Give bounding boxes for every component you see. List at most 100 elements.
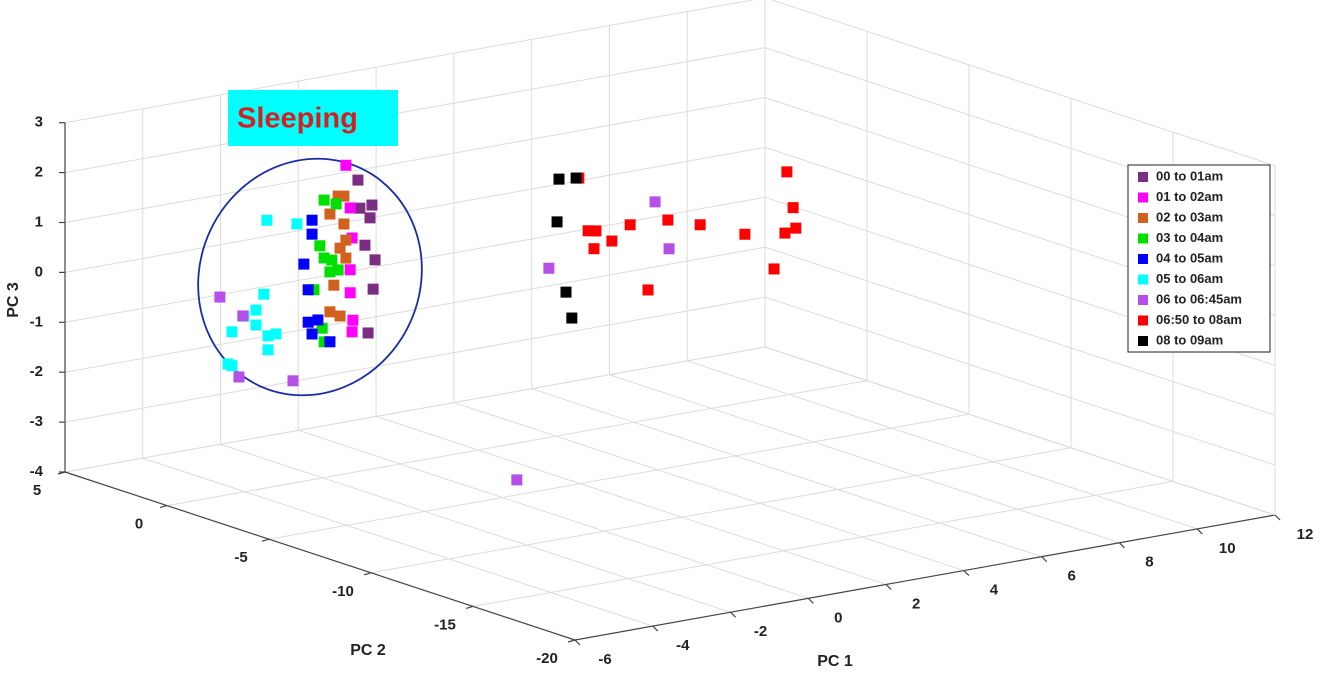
x-tick-label: 4 xyxy=(990,582,999,599)
point xyxy=(590,225,602,237)
point xyxy=(318,194,330,206)
point xyxy=(306,328,318,340)
point xyxy=(326,254,338,266)
y-tick-label: 0 xyxy=(135,516,143,533)
x-tick-label: 6 xyxy=(1067,568,1075,585)
tick-mark xyxy=(159,505,168,509)
point xyxy=(226,360,238,372)
grid-line xyxy=(609,374,1120,544)
point xyxy=(588,243,600,255)
point xyxy=(779,227,791,239)
grid-line xyxy=(764,246,1276,416)
point xyxy=(306,214,318,226)
x-tick-label: 2 xyxy=(912,595,920,612)
grid-line xyxy=(64,97,766,223)
point xyxy=(258,288,270,300)
grid-line xyxy=(64,0,755,124)
point xyxy=(214,291,226,303)
tick-mark xyxy=(465,605,474,609)
point xyxy=(346,232,358,244)
point xyxy=(330,198,342,210)
z-axis-label: PC 3 xyxy=(5,282,22,318)
z-tick-label: 1 xyxy=(35,213,43,230)
grid-line xyxy=(220,443,731,613)
z-tick-label: -3 xyxy=(30,413,43,430)
y-tick-label: -10 xyxy=(332,583,354,600)
point xyxy=(606,235,618,247)
axis-line xyxy=(764,346,1276,516)
point xyxy=(624,219,636,231)
grid-line xyxy=(64,296,766,423)
x-tick-label: 12 xyxy=(1297,526,1314,543)
point xyxy=(346,326,358,338)
legend-swatch xyxy=(1138,192,1148,203)
grid-line xyxy=(142,457,653,627)
legend-swatch xyxy=(1138,274,1148,285)
point xyxy=(306,228,318,240)
point xyxy=(324,336,336,348)
grid-line xyxy=(268,413,970,540)
point xyxy=(302,284,314,296)
grid-line xyxy=(764,296,1276,466)
x-tick-label: -4 xyxy=(676,637,690,654)
legend-label: 01 to 02am xyxy=(1156,189,1223,204)
point xyxy=(250,319,262,331)
legend-swatch xyxy=(1138,213,1148,223)
x-tick-label: -6 xyxy=(598,651,611,668)
point xyxy=(543,262,555,274)
z-tick-label: -1 xyxy=(30,313,43,330)
grid-line xyxy=(453,402,965,572)
z-tick-label: 3 xyxy=(35,114,43,131)
legend-swatch xyxy=(1138,315,1148,326)
legend-label: 06:50 to 08am xyxy=(1156,312,1242,327)
grid-line xyxy=(370,447,1072,574)
point xyxy=(344,287,356,299)
cluster-ellipse xyxy=(197,157,423,397)
x-axis-label: PC 1 xyxy=(817,653,853,670)
legend-box xyxy=(1127,164,1271,353)
point xyxy=(649,196,661,208)
point xyxy=(367,283,379,295)
annotation: Sleeping xyxy=(237,103,358,135)
point xyxy=(366,199,378,211)
tick-mark xyxy=(885,584,892,590)
axis-line xyxy=(574,514,1276,641)
point xyxy=(318,252,330,264)
point xyxy=(314,240,326,252)
x-tick-label: 0 xyxy=(834,609,842,626)
point xyxy=(338,218,350,230)
y-tick-label: -20 xyxy=(536,650,558,667)
grid-line xyxy=(64,196,766,323)
point xyxy=(662,214,674,226)
point xyxy=(362,327,374,339)
point xyxy=(233,371,245,383)
point xyxy=(566,312,578,324)
tick-mark xyxy=(807,597,814,604)
point xyxy=(369,254,381,266)
legend-label: 02 to 03am xyxy=(1156,209,1223,224)
y-axis-label: PC 2 xyxy=(350,642,386,659)
point xyxy=(328,279,340,291)
tick-mark xyxy=(1274,514,1281,521)
tick-mark xyxy=(1041,556,1048,563)
legend-swatch xyxy=(1138,295,1148,305)
axis-line xyxy=(64,471,576,641)
grid-line xyxy=(64,146,766,273)
legend-label: 08 to 09am xyxy=(1156,332,1223,347)
point xyxy=(262,330,274,342)
point xyxy=(551,216,563,228)
y-tick-label: 5 xyxy=(33,482,41,499)
legend-swatch xyxy=(1138,254,1148,264)
grid xyxy=(57,0,1281,646)
point xyxy=(261,214,273,226)
tick-mark xyxy=(363,572,372,576)
point xyxy=(553,173,565,185)
point xyxy=(511,474,523,486)
point xyxy=(781,166,793,178)
point xyxy=(237,310,249,322)
point xyxy=(334,242,346,254)
point xyxy=(347,314,359,326)
point xyxy=(262,344,274,356)
